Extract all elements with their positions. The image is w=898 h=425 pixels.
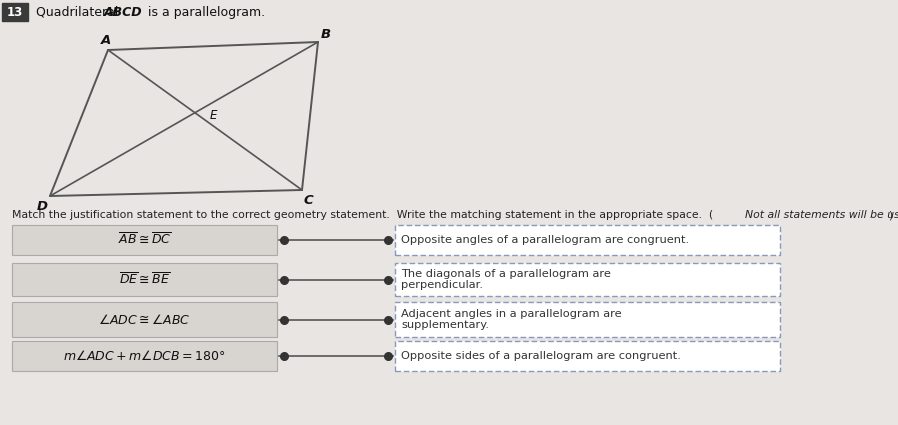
Text: $\overline{AB} \cong \overline{DC}$: $\overline{AB} \cong \overline{DC}$	[118, 232, 172, 248]
FancyBboxPatch shape	[12, 225, 277, 255]
Text: The diagonals of a parallelogram are: The diagonals of a parallelogram are	[401, 269, 611, 279]
Text: B: B	[321, 28, 331, 40]
Bar	[2, 3, 28, 21]
FancyBboxPatch shape	[395, 263, 780, 296]
Text: Match the justification statement to the correct geometry statement.  Write the : Match the justification statement to the…	[12, 210, 713, 220]
Text: C: C	[304, 193, 313, 207]
FancyBboxPatch shape	[395, 341, 780, 371]
Text: $\overline{DE} \cong \overline{BE}$: $\overline{DE} \cong \overline{BE}$	[119, 272, 170, 287]
Text: $\angle ADC \cong \angle ABC$: $\angle ADC \cong \angle ABC$	[98, 312, 190, 326]
FancyBboxPatch shape	[12, 263, 277, 296]
Text: E: E	[209, 108, 216, 122]
Text: A: A	[101, 34, 111, 46]
Text: ABCD: ABCD	[104, 6, 143, 19]
Text: Quadrilateral: Quadrilateral	[36, 6, 122, 19]
Text: Adjacent angles in a parallelogram are: Adjacent angles in a parallelogram are	[401, 309, 621, 319]
Text: D: D	[37, 199, 48, 212]
Text: is a parallelogram.: is a parallelogram.	[144, 6, 265, 19]
Text: 13: 13	[7, 6, 23, 19]
Text: Not all statements will be used.: Not all statements will be used.	[745, 210, 898, 220]
Text: Opposite sides of a parallelogram are congruent.: Opposite sides of a parallelogram are co…	[401, 351, 681, 361]
Text: Opposite angles of a parallelogram are congruent.: Opposite angles of a parallelogram are c…	[401, 235, 689, 245]
Text: $m\angle ADC + m\angle DCB = 180°$: $m\angle ADC + m\angle DCB = 180°$	[64, 349, 225, 363]
FancyBboxPatch shape	[12, 302, 277, 337]
Text: ): )	[888, 210, 893, 220]
FancyBboxPatch shape	[395, 302, 780, 337]
Text: supplementary.: supplementary.	[401, 320, 489, 330]
FancyBboxPatch shape	[395, 225, 780, 255]
FancyBboxPatch shape	[12, 341, 277, 371]
Text: perpendicular.: perpendicular.	[401, 280, 483, 290]
